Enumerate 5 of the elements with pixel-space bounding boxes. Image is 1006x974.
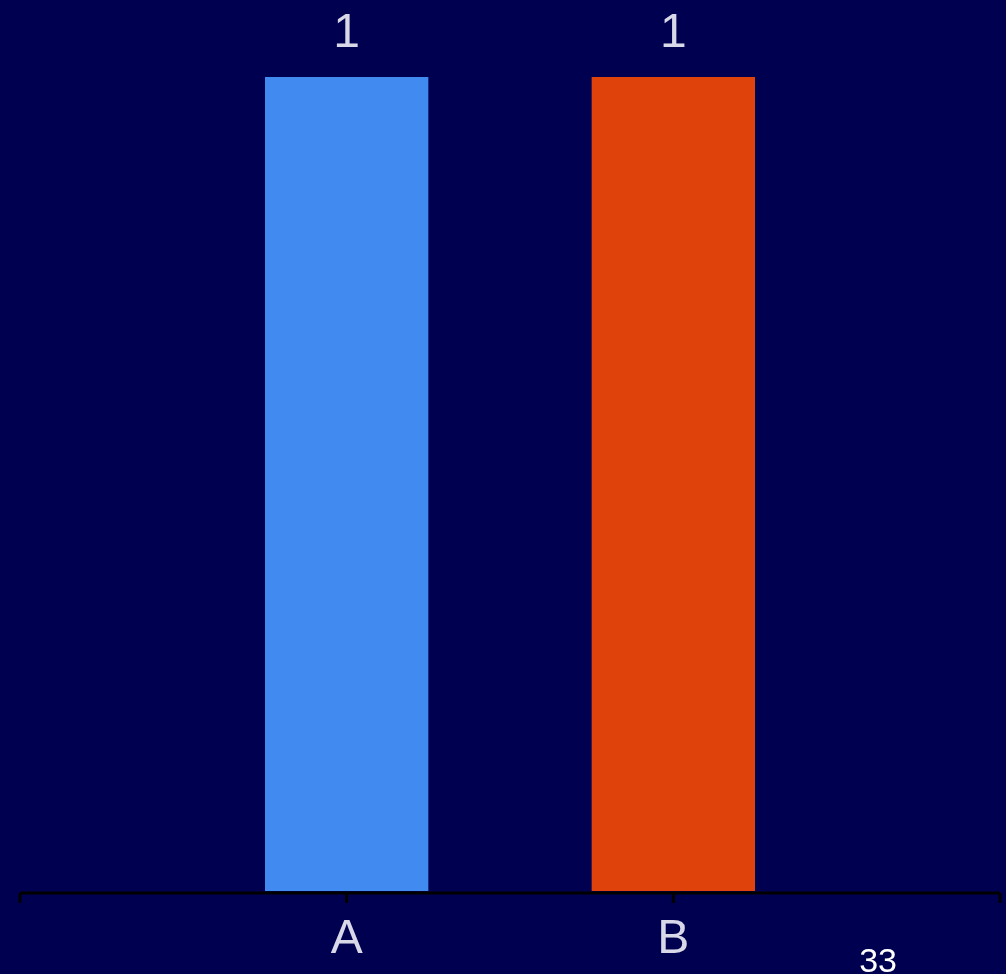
data-label: 1 (333, 4, 361, 57)
x-tick-label: B (657, 910, 690, 963)
text: 33 (859, 941, 897, 974)
x-tick-label: A (330, 910, 363, 963)
data-label: 1 (659, 4, 687, 57)
